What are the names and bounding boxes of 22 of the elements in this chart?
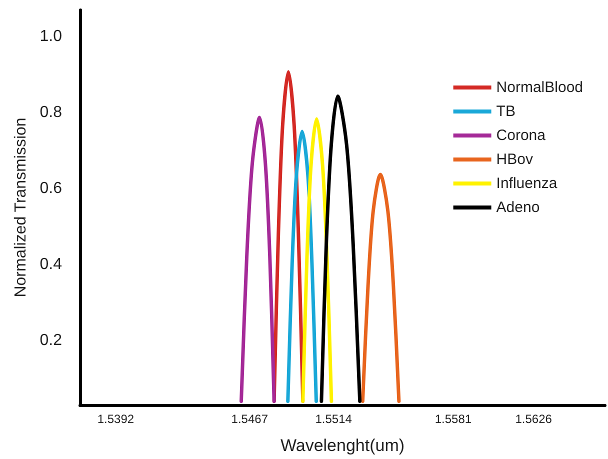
legend-label: HBov xyxy=(496,151,534,168)
line-series xyxy=(240,116,276,403)
y-tick-label: 1.0 xyxy=(40,28,62,46)
line-series xyxy=(286,130,318,403)
line-series xyxy=(360,172,401,403)
x-tick-label: 1.5626 xyxy=(515,412,552,426)
legend-label: Corona xyxy=(496,127,546,144)
x-tick-label: 1.5514 xyxy=(315,412,352,426)
x-tick-label: 1.5467 xyxy=(231,412,268,426)
legend-label: Influenza xyxy=(496,175,558,192)
x-tick-label: 1.5581 xyxy=(434,412,472,426)
legend-label: TB xyxy=(496,103,516,120)
legend-label: Adeno xyxy=(496,199,540,216)
x-axis-title: Wavelenght(um) xyxy=(280,436,405,455)
y-tick-label: 0.6 xyxy=(40,180,62,198)
line-series xyxy=(301,117,334,403)
y-tick-label: 0.2 xyxy=(40,332,62,349)
x-tick-label: 1.5392 xyxy=(97,412,134,426)
y-tick-label: 0.8 xyxy=(40,104,62,122)
y-axis-title: Normalized Transmission xyxy=(12,118,30,298)
y-tick-label: 0.4 xyxy=(40,256,62,273)
legend-label: NormalBlood xyxy=(496,79,584,96)
